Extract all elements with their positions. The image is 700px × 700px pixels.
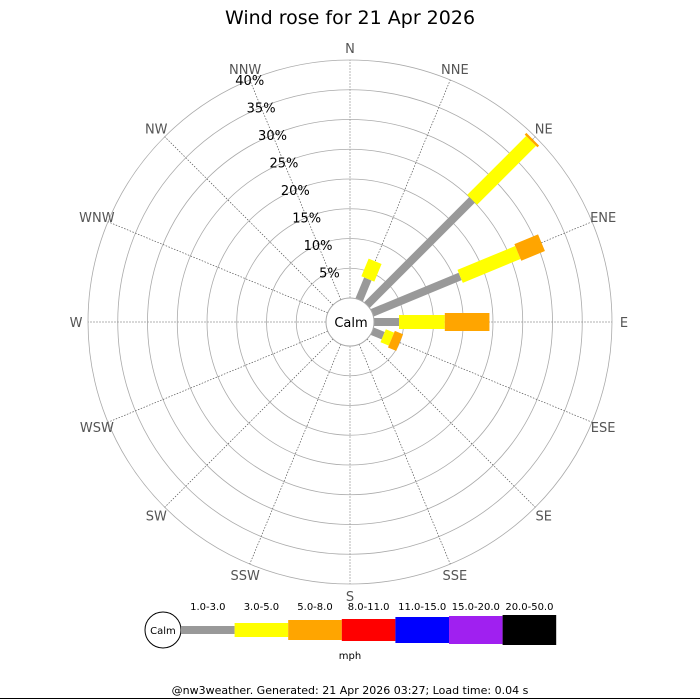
direction-label-sw: SW: [146, 510, 167, 525]
bar-group-ene: [370, 234, 545, 317]
bars: [355, 132, 545, 351]
direction-label-n: N: [345, 42, 355, 57]
spoke-se: [366, 338, 536, 508]
legend-label-1.0-3.0: 1.0-3.0: [190, 602, 225, 613]
legend-swatch-8.0-11.0: [341, 619, 396, 641]
calm-label: Calm: [334, 316, 367, 331]
spoke-nw: [164, 136, 334, 306]
direction-label-e: E: [620, 316, 628, 331]
direction-label-nne: NNE: [441, 63, 469, 78]
radial-tick-label: 40%: [235, 74, 264, 89]
calm-circle-shape: [325, 297, 375, 347]
footer: @nw3weather. Generated: 21 Apr 2026 03:2…: [172, 684, 529, 697]
unit-label: mph: [339, 651, 361, 662]
legend-swatch-15.0-20.0: [449, 616, 503, 644]
bar-ene-1.0-3.0: [370, 272, 462, 317]
calm-circle: Calm: [325, 297, 375, 347]
direction-label-s: S: [346, 590, 354, 605]
bar-ene-3.0-5.0: [457, 246, 521, 283]
grid: N NNE NE ENE E ESE SE SSE S SSW SW WSW W WNW NW NNW 5% 10…: [70, 42, 629, 605]
bar-ne-3.0-5.0: [467, 135, 537, 205]
legend-label-5.0-8.0: 5.0-8.0: [297, 602, 332, 613]
bar-ne-1.0-3.0: [364, 197, 475, 308]
legend-label-8.0-11.0: 8.0-11.0: [348, 602, 390, 613]
spoke-sse: [358, 344, 451, 565]
spoke-nnw: [249, 79, 342, 300]
direction-label-sse: SSE: [442, 569, 467, 584]
bar-nne-1.0-3.0: [355, 277, 372, 302]
radial-tick-label: 10%: [304, 239, 333, 254]
bar-ese-5.0-8.0: [387, 330, 404, 351]
bar-group-ne: [364, 132, 540, 308]
direction-label-wsw: WSW: [80, 421, 114, 436]
radial-tick-label: 30%: [258, 129, 287, 144]
bar-group-e: [374, 313, 490, 331]
spoke-ese: [372, 330, 593, 423]
chart-title: Wind rose for 21 Apr 2026: [225, 7, 475, 29]
direction-label-ese: ESE: [591, 421, 616, 436]
direction-label-ene: ENE: [590, 211, 616, 226]
legend-label-3.0-5.0: 3.0-5.0: [244, 602, 279, 613]
bar-e-1.0-3.0: [374, 318, 399, 326]
legend-label-11.0-15.0: 11.0-15.0: [398, 602, 446, 613]
spoke-wnw: [107, 221, 328, 314]
legend-swatch-20.0-50.0: [502, 615, 557, 645]
radial-tick-label: 25%: [269, 156, 298, 171]
bar-e-3.0-5.0: [398, 315, 445, 329]
direction-label-se: SE: [536, 510, 552, 525]
direction-label-ssw: SSW: [230, 569, 260, 584]
spoke-sw: [164, 338, 334, 508]
bar-ese-3.0-5.0: [380, 329, 395, 346]
legend-calm-label: Calm: [150, 626, 176, 637]
radial-tick-label: 5%: [319, 266, 340, 281]
legend-swatch-5.0-8.0: [288, 620, 342, 640]
direction-label-ne: NE: [535, 122, 553, 137]
radial-tick-label: 15%: [292, 211, 321, 226]
legend-swatch-1.0-3.0: [181, 626, 235, 634]
bar-ne-5.0-8.0: [524, 132, 540, 148]
bar-group-ese: [370, 327, 404, 351]
radial-tick-label: 35%: [247, 101, 276, 116]
spoke-ssw: [249, 344, 342, 565]
direction-label-w: W: [70, 316, 83, 331]
legend-swatch-3.0-5.0: [234, 623, 289, 637]
legend-label-20.0-50.0: 20.0-50.0: [505, 602, 553, 613]
direction-label-nnw: NNW: [229, 63, 261, 78]
direction-label-nw: NW: [145, 122, 168, 137]
direction-label-wnw: WNW: [79, 211, 115, 226]
legend-swatch-11.0-15.0: [395, 617, 449, 643]
bar-nne-3.0-5.0: [361, 258, 382, 282]
legend-label-15.0-20.0: 15.0-20.0: [452, 602, 500, 613]
spoke-wsw: [107, 330, 328, 423]
bar-group-nne: [355, 258, 382, 302]
bar-ene-5.0-8.0: [514, 234, 545, 261]
bar-e-5.0-8.0: [444, 313, 490, 331]
radial-tick-label: 20%: [281, 184, 310, 199]
legend: Calm 1.0-3.0 3.0-5.0 5.0-8.0 8.0-11.0 11.0-15…: [144, 602, 557, 649]
bar-ese-1.0-3.0: [370, 327, 385, 340]
